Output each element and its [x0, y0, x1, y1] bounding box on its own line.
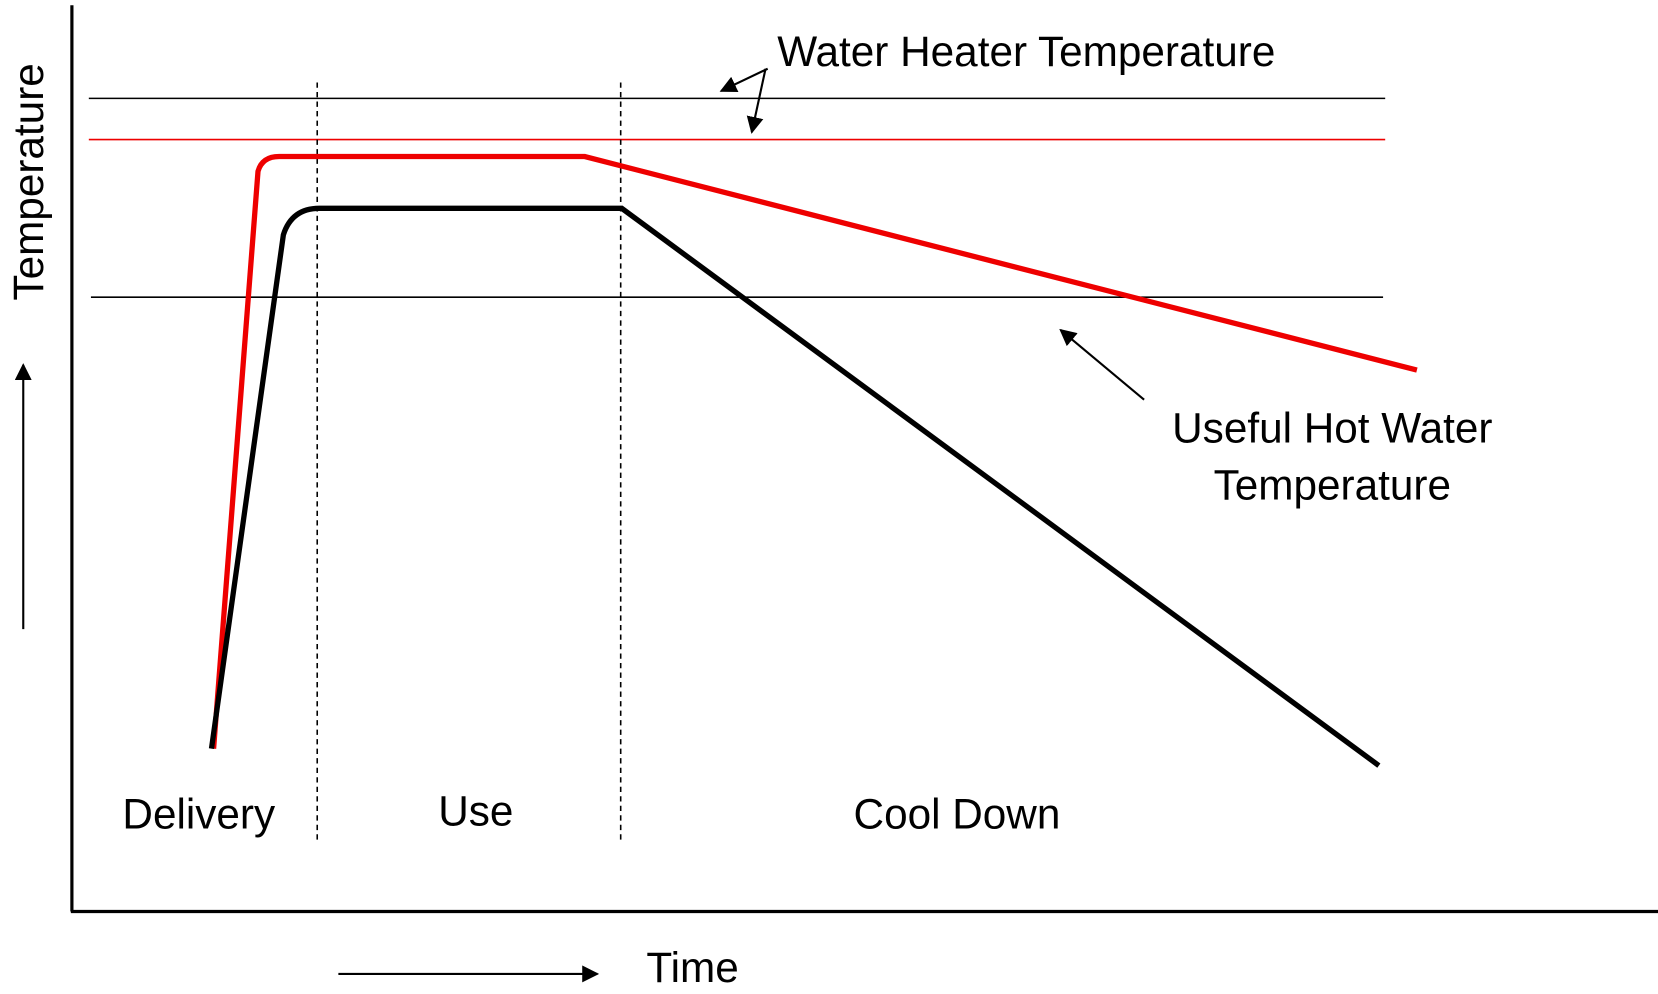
annotation-arrow: [719, 67, 769, 93]
phase-label: Delivery: [122, 791, 276, 838]
x-axis-label: Time: [646, 944, 738, 991]
phase-label: Cool Down: [854, 791, 1061, 838]
y-axis-label: Temperature: [5, 63, 52, 300]
phase-label: Use: [438, 787, 513, 834]
annotation: Useful Hot Water: [1172, 405, 1492, 452]
annotation-arrow: [746, 68, 767, 134]
annotation-arrow: [1059, 328, 1145, 401]
black-curve: [208, 205, 1381, 768]
annotation: Water Heater Temperature: [777, 28, 1275, 75]
red-curve: [210, 153, 1418, 749]
annotation: Temperature: [1214, 462, 1451, 509]
